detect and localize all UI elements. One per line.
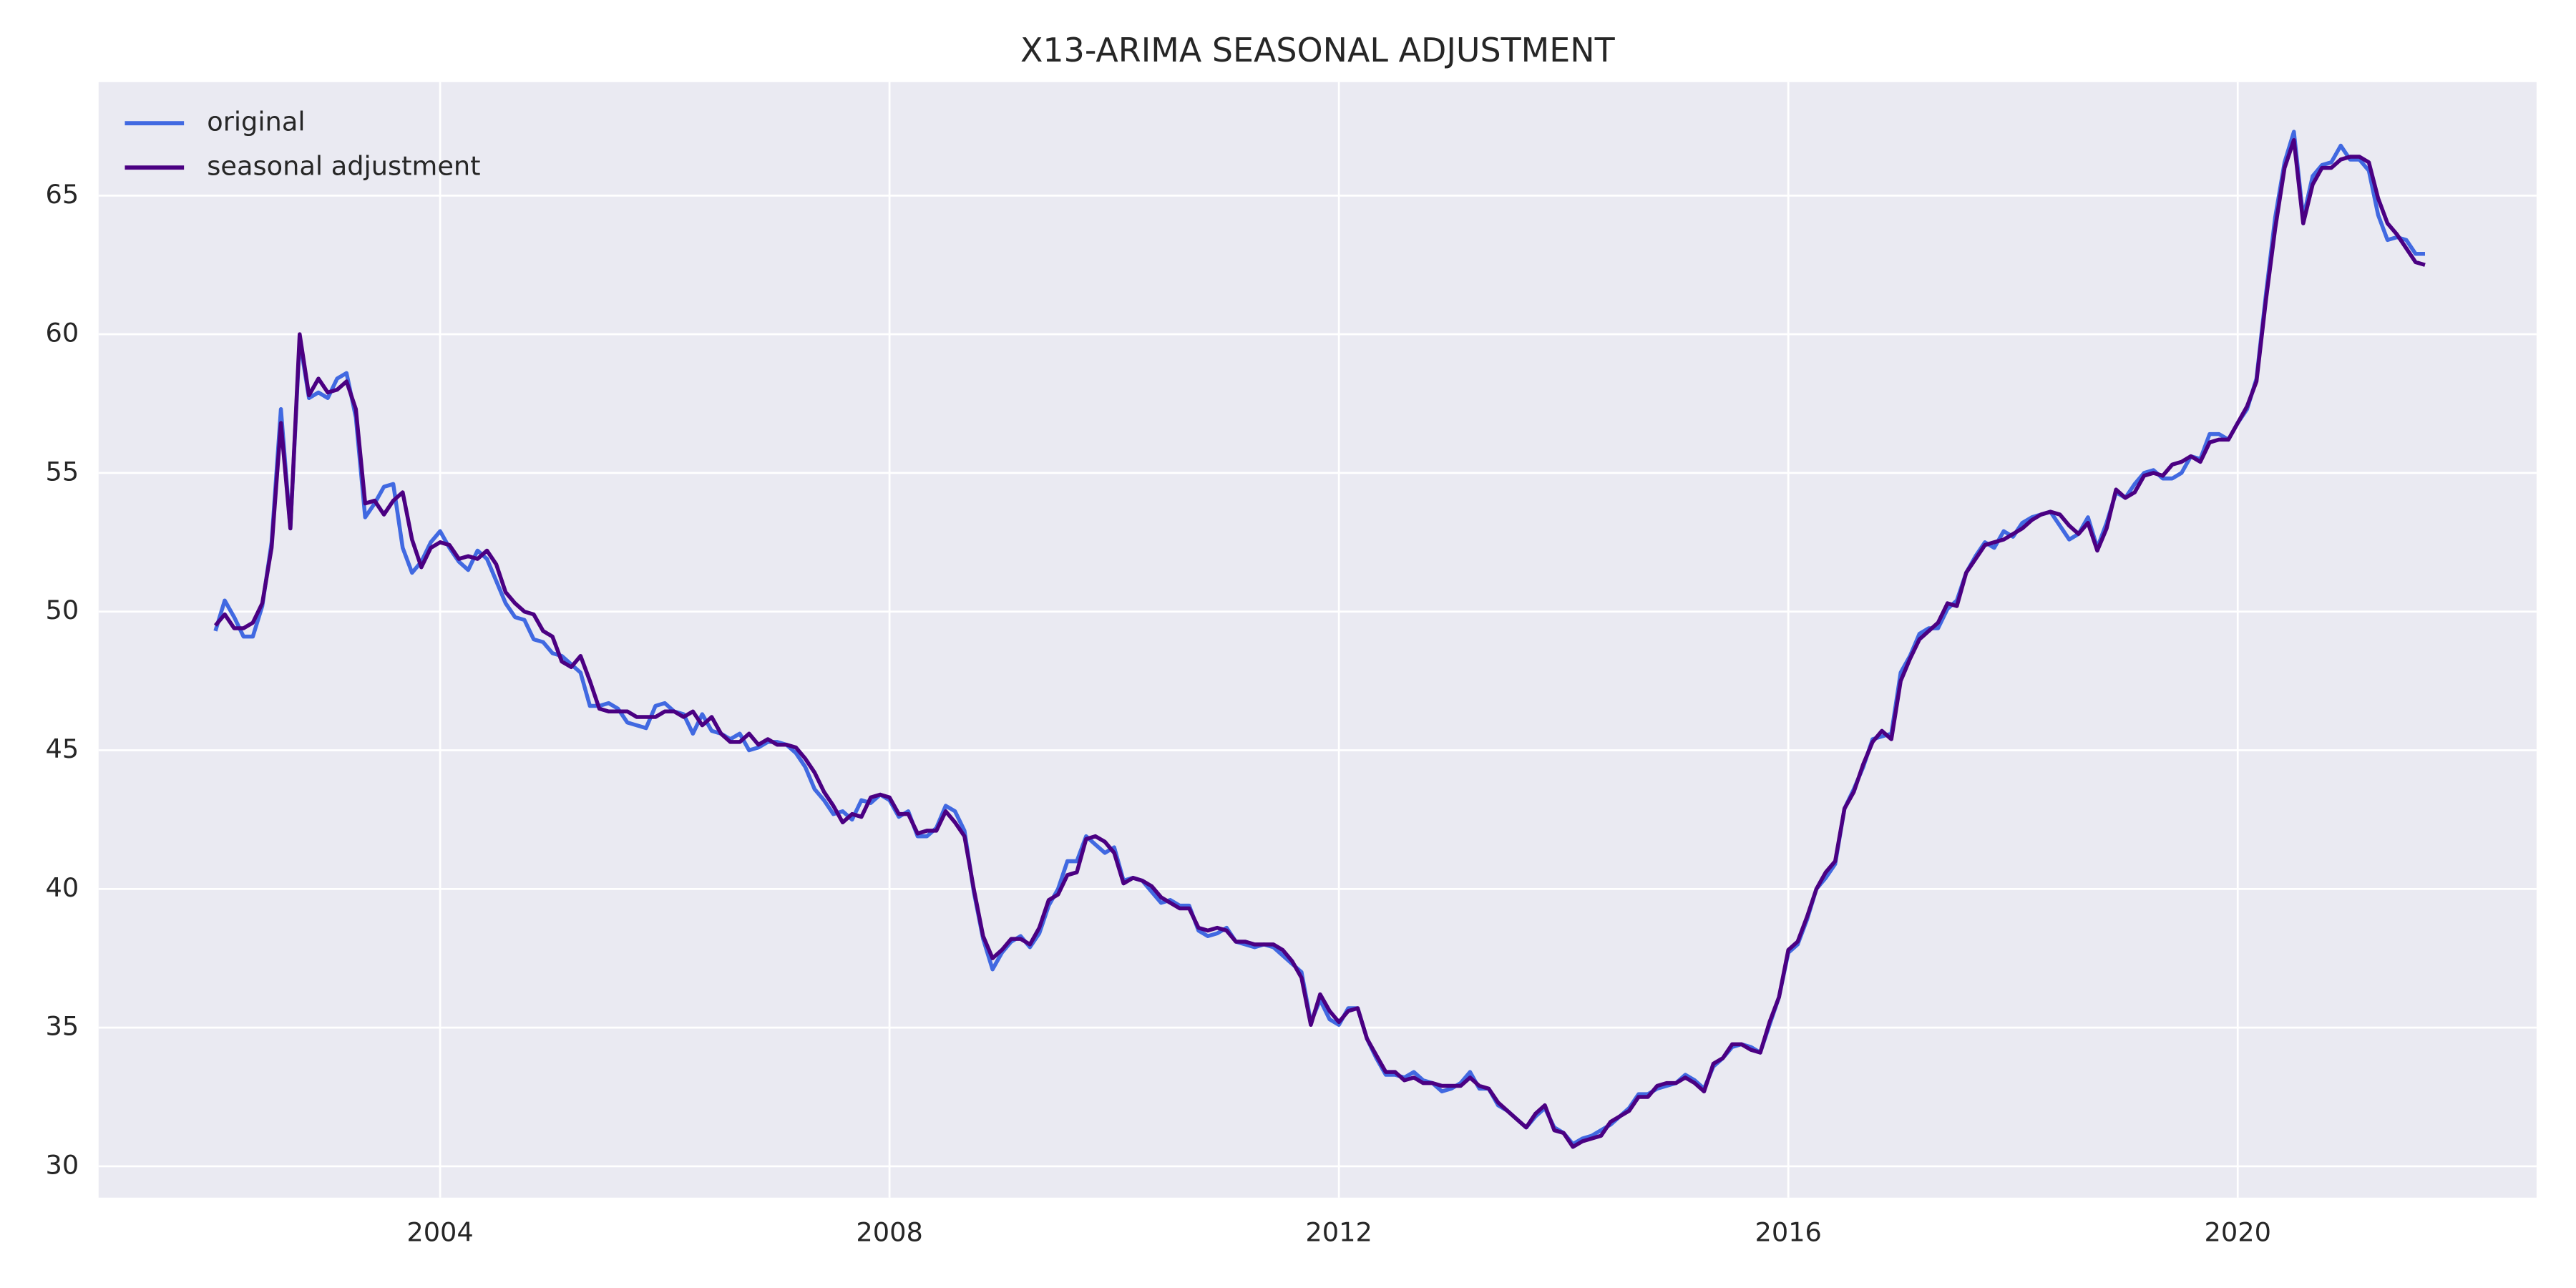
ticks: 30 35 40 45 50 55 60 65 2004 2008 2012 2016 2020 [45,179,2271,1248]
y-tick-label: 45 [45,733,79,764]
y-tick-label: 60 [45,318,79,348]
legend: original seasonal adjustment [125,107,481,182]
legend-label: original [207,107,305,137]
y-tick-label: 35 [45,1011,79,1042]
x-tick-label: 2020 [2205,1217,2271,1248]
plot-area [98,82,2537,1198]
grid [98,82,2537,1198]
y-tick-label: 55 [45,456,79,487]
y-tick-label: 65 [45,179,79,210]
y-tick-label: 30 [45,1149,79,1180]
x-tick-label: 2004 [406,1217,473,1248]
x-tick-label: 2016 [1755,1217,1821,1248]
y-tick-label: 40 [45,872,79,903]
lines [213,130,2426,1149]
x-tick-label: 2008 [856,1217,922,1248]
legend-label: seasonal adjustment [207,151,480,182]
chart-title: X13-ARIMA SEASONAL ADJUSTMENT [1020,31,1616,69]
series-line [213,138,2426,1149]
y-tick-label: 50 [45,595,79,625]
x-tick-label: 2012 [1305,1217,1372,1248]
